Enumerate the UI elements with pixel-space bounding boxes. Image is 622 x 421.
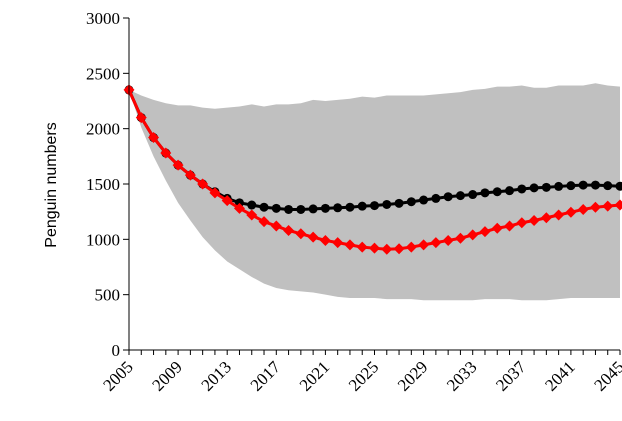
series-point-1 (356, 241, 368, 253)
series-point-1 (369, 242, 380, 254)
series-point-0 (603, 181, 613, 191)
x-tick-label: 2045 (590, 357, 622, 394)
series-point-1 (344, 239, 356, 251)
x-tick-label: 2013 (198, 357, 235, 394)
series-point-0 (271, 203, 281, 213)
series-point-1 (430, 237, 442, 249)
x-tick-label: 2021 (296, 357, 333, 394)
series-point-1 (209, 187, 221, 199)
series-point-1 (504, 220, 516, 232)
series-point-0 (394, 198, 404, 208)
series-point-1 (148, 132, 160, 144)
series-point-1 (270, 220, 282, 232)
series-point-1 (516, 217, 528, 229)
series-point-0 (284, 204, 294, 214)
series-point-1 (332, 237, 344, 249)
series-point-0 (406, 197, 416, 207)
series-point-0 (517, 184, 527, 194)
series-point-1 (442, 234, 454, 246)
y-tick-label: 2500 (86, 64, 120, 83)
x-tick-label: 2041 (541, 357, 578, 394)
confidence-band (129, 83, 620, 301)
series-point-1 (295, 228, 307, 240)
series-point-0 (455, 191, 465, 201)
series-point-0 (357, 201, 367, 211)
series-point-1 (602, 200, 614, 212)
y-tick-label: 500 (95, 286, 121, 305)
series-point-0 (370, 201, 379, 211)
y-tick-label: 3000 (86, 9, 120, 28)
series-point-0 (320, 203, 330, 213)
series-point-0 (492, 187, 502, 197)
series-point-0 (431, 193, 441, 203)
y-tick-label: 2000 (86, 120, 120, 139)
y-axis: 0 500 1000 1500 2000 2500 3000 (86, 9, 130, 360)
series-point-1 (221, 195, 233, 207)
x-tick-label: 2009 (148, 357, 185, 394)
series-point-0 (333, 203, 343, 213)
x-tick-label: 2017 (247, 357, 285, 395)
series-point-1 (319, 234, 331, 246)
series-point-0 (382, 199, 392, 209)
series-point-1 (577, 203, 589, 215)
series-point-0 (529, 183, 539, 193)
series-point-1 (467, 229, 479, 241)
series-point-0 (247, 200, 257, 210)
series-point-0 (468, 190, 478, 200)
series-point-0 (443, 192, 453, 202)
y-tick-label: 1500 (86, 175, 120, 194)
series-point-1 (565, 206, 577, 218)
series-point-1 (491, 222, 503, 234)
series-point-1 (393, 243, 405, 255)
series-point-1 (418, 239, 430, 251)
x-tick-label: 2025 (345, 357, 382, 394)
series-point-0 (505, 186, 515, 196)
series-point-1 (258, 216, 270, 228)
series-point-1 (381, 243, 393, 255)
y-tick-label: 0 (112, 341, 121, 360)
series-point-1 (553, 209, 565, 221)
series-point-1 (135, 112, 147, 124)
series-point-1 (246, 209, 258, 221)
series-point-1 (184, 169, 196, 181)
series-point-1 (172, 159, 184, 171)
x-tick-label: 2029 (394, 357, 431, 394)
series-point-0 (345, 202, 355, 212)
series-point-1 (540, 212, 552, 224)
series-point-1 (405, 241, 417, 253)
series-point-0 (480, 188, 490, 198)
series-point-1 (479, 226, 491, 238)
series-point-1 (197, 178, 209, 190)
x-axis: 2005 2009 2013 2017 2021 2025 2029 2033 2037 2041… (99, 349, 622, 395)
series-point-0 (615, 181, 622, 191)
plot-area (123, 83, 622, 301)
series-point-1 (283, 224, 295, 236)
series-point-0 (578, 180, 588, 190)
x-tick-label: 2037 (492, 357, 530, 395)
series-point-1 (528, 215, 540, 227)
series-point-1 (233, 202, 245, 214)
series-point-1 (614, 199, 622, 211)
series-point-0 (554, 181, 564, 191)
series-point-0 (541, 182, 551, 192)
y-axis-title: Penguin numbers (43, 122, 60, 247)
series-point-0 (308, 204, 318, 214)
x-tick-label: 2005 (99, 357, 136, 394)
series-point-0 (296, 204, 306, 214)
series-point-0 (259, 202, 269, 212)
series-point-0 (234, 198, 244, 208)
series-point-0 (590, 180, 600, 190)
series-point-1 (454, 232, 466, 244)
series-point-1 (589, 201, 601, 213)
series-point-0 (419, 195, 429, 205)
series-point-1 (307, 231, 319, 243)
series-point-1 (160, 147, 172, 159)
series-point-0 (566, 181, 576, 191)
y-tick-label: 1000 (86, 230, 120, 249)
x-tick-label: 2033 (443, 357, 480, 394)
